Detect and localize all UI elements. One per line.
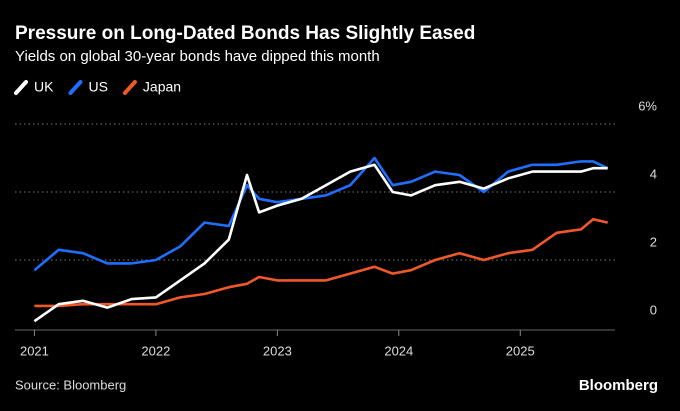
chart-title: Pressure on Long-Dated Bonds Has Slightl… (15, 23, 475, 44)
legend-label: UK (34, 79, 54, 95)
y-tick-label: 4 (650, 166, 657, 181)
series-line (34, 217, 608, 308)
legend-swatch (68, 80, 83, 95)
legend-swatch (14, 80, 28, 95)
x-tick-label: 2025 (506, 343, 535, 358)
x-tick-label: 2023 (263, 343, 292, 358)
brand: Bloomberg (579, 377, 658, 394)
source: Source: Bloomberg (15, 377, 126, 392)
x-tick-label: 2021 (20, 343, 49, 358)
legend-label: Japan (143, 79, 181, 95)
x-tick-label: 2022 (141, 343, 170, 358)
chart-subtitle: Yields on global 30-year bonds have dipp… (15, 48, 380, 65)
series-line (33, 156, 609, 272)
x-tick-label: 2024 (384, 343, 413, 358)
y-tick-label: 6% (638, 98, 657, 113)
legend-swatch (122, 80, 137, 95)
series-line (33, 163, 608, 323)
y-tick-label: 2 (650, 234, 657, 249)
legend-label: US (88, 79, 107, 95)
y-tick-label: 0 (650, 302, 657, 317)
